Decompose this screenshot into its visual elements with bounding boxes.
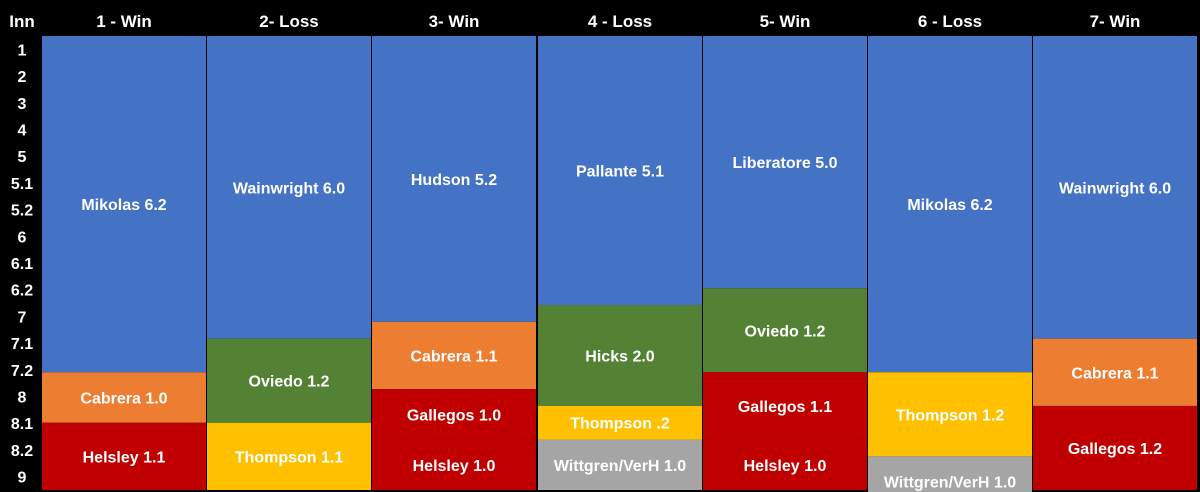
game-header: 4 - Loss — [588, 12, 652, 31]
bar-segment — [703, 372, 867, 440]
bar-segment — [538, 439, 702, 490]
segment-label: Cabrera 1.1 — [1071, 365, 1158, 382]
segment-label: Helsley 1.0 — [744, 458, 827, 475]
bar-segment — [1033, 405, 1197, 490]
segment-label: Wainwright 6.0 — [1059, 180, 1171, 197]
bar-segment — [42, 36, 206, 373]
bar-segment — [703, 288, 867, 373]
y-tick-label: 2 — [18, 69, 27, 86]
segment-label: Liberatore 5.0 — [733, 155, 838, 172]
segment-label: Oviedo 1.2 — [745, 323, 826, 340]
bar-segments — [42, 36, 1197, 492]
bar-segment — [538, 305, 702, 406]
bar-segment — [868, 456, 1032, 492]
bar-segment — [372, 389, 536, 440]
segment-label: Cabrera 1.0 — [80, 391, 167, 408]
y-tick-label: 1 — [18, 42, 27, 59]
bar-segment — [868, 372, 1032, 457]
y-tick-label: 5.1 — [11, 176, 33, 193]
y-tick-label: 5 — [18, 149, 27, 166]
y-axis-ticks: 1 2 3 4 5 5.1 5.2 6 6.1 6.2 7 7.1 7.2 8 8.1 8.2 9 — [11, 42, 33, 486]
y-tick-label: 7.1 — [11, 336, 33, 353]
segment-label: Helsley 1.0 — [413, 458, 496, 475]
segment-label: Thompson .2 — [570, 416, 670, 433]
segment-label: Wainwright 6.0 — [233, 180, 345, 197]
segment-label: Mikolas 6.2 — [907, 197, 992, 214]
y-tick-label: 7.2 — [11, 363, 33, 380]
y-tick-label: 7 — [18, 309, 27, 326]
bar-segment — [42, 422, 206, 490]
bar-segment — [207, 338, 371, 423]
segment-label: Gallegos 1.0 — [407, 407, 501, 424]
y-tick-label: 8.2 — [11, 443, 33, 460]
bar-segment — [868, 36, 1032, 373]
bar-segment — [42, 372, 206, 423]
y-tick-label: 5.2 — [11, 203, 33, 220]
segment-label: Helsley 1.1 — [83, 449, 166, 466]
bar-segment — [703, 36, 867, 289]
segment-label: Hicks 2.0 — [585, 348, 654, 365]
bar-segment — [372, 439, 536, 490]
game-headers: 1 - Win 2- Loss 3- Win 4 - Loss 5- Win 6 - Lo… — [96, 12, 1140, 31]
bar-segment — [207, 422, 371, 490]
bar-segment — [372, 36, 536, 322]
y-tick-label: 4 — [18, 122, 27, 139]
y-tick-label: 8.1 — [11, 416, 33, 433]
game-header: 1 - Win — [96, 12, 152, 31]
segment-label: Gallegos 1.2 — [1068, 441, 1162, 458]
segment-labels: Mikolas 6.2 Cabrera 1.0 Helsley 1.1 Wainwri… — [80, 155, 1171, 491]
bar-segment — [372, 321, 536, 390]
y-axis-title: Inn — [9, 12, 35, 31]
segment-label: Hudson 5.2 — [411, 172, 497, 189]
y-tick-label: 3 — [18, 96, 27, 113]
game-header: 2- Loss — [259, 12, 319, 31]
segment-label: Pallante 5.1 — [576, 164, 664, 181]
segment-label: Oviedo 1.2 — [249, 374, 330, 391]
bar-segment — [703, 439, 867, 490]
game-header: 7- Win — [1090, 12, 1141, 31]
segment-label: Thompson 1.1 — [235, 449, 344, 466]
bar-segment — [538, 36, 702, 306]
bar-segment — [1033, 36, 1197, 339]
bar-segment — [207, 36, 371, 339]
segment-label: Mikolas 6.2 — [81, 197, 166, 214]
y-tick-label: 8 — [18, 390, 27, 407]
game-header: 6 - Loss — [918, 12, 982, 31]
segment-label: Wittgren/VerH 1.0 — [554, 458, 686, 475]
y-tick-label: 6 — [18, 229, 27, 246]
segment-label: Thompson 1.2 — [896, 407, 1005, 424]
segment-label: Cabrera 1.1 — [410, 348, 497, 365]
segment-label: Wittgren/VerH 1.0 — [884, 475, 1016, 492]
game-header: 5- Win — [760, 12, 811, 31]
y-tick-label: 6.2 — [11, 283, 33, 300]
y-tick-label: 6.1 — [11, 256, 33, 273]
bar-segment — [1033, 338, 1197, 406]
y-tick-label: 9 — [18, 470, 27, 487]
segment-label: Gallegos 1.1 — [738, 399, 832, 416]
bar-segment — [538, 405, 702, 440]
game-header: 3- Win — [429, 12, 480, 31]
